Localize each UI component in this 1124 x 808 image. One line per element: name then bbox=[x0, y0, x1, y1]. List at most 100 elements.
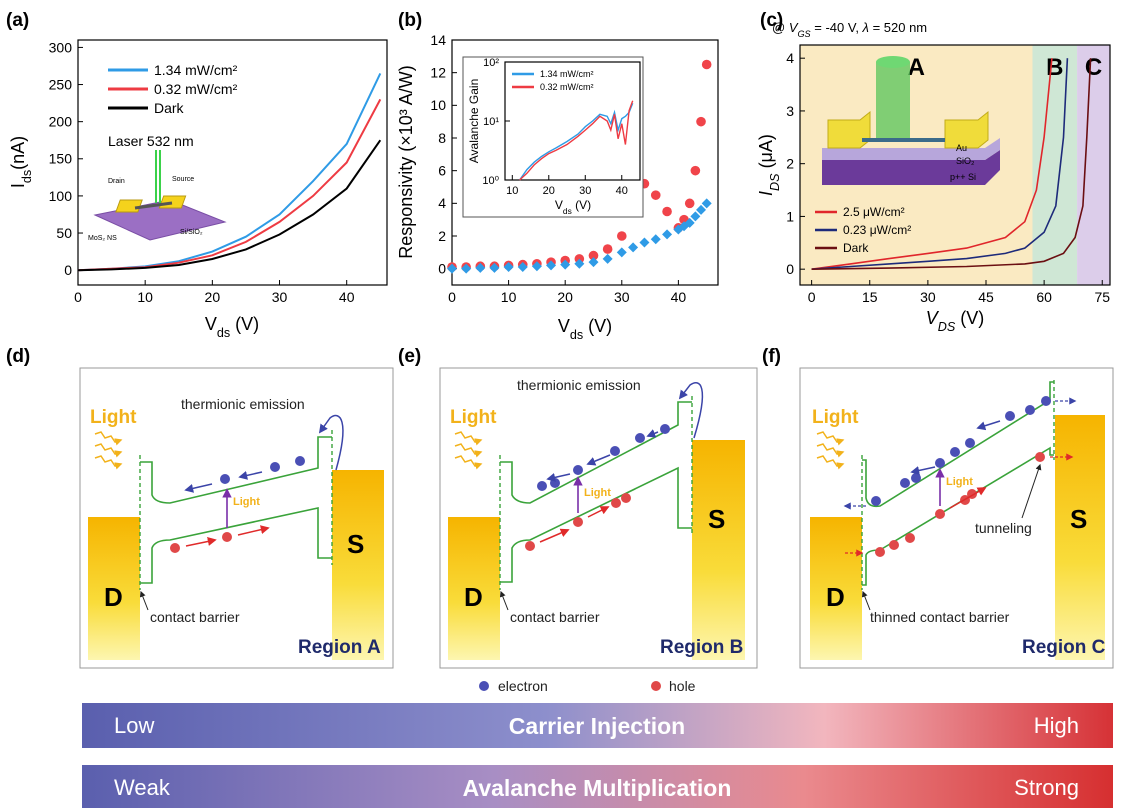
region-label: Region C bbox=[1022, 637, 1106, 658]
arrow bbox=[185, 537, 217, 547]
label-part: (V) bbox=[583, 316, 612, 336]
label-part: (V) bbox=[955, 308, 984, 328]
label-part: V bbox=[205, 314, 217, 334]
panel-label: (e) bbox=[398, 346, 421, 367]
y-axis-label: Avalanche Gain bbox=[467, 79, 481, 164]
arrow bbox=[949, 487, 987, 509]
drain-label: D bbox=[104, 582, 123, 612]
hole-symbol bbox=[651, 681, 661, 691]
panel-label: (a) bbox=[6, 10, 29, 31]
y-tick-label: 100 bbox=[49, 188, 73, 204]
y-tick-label: 10² bbox=[483, 57, 499, 69]
tunneling-label: tunneling bbox=[975, 520, 1032, 536]
y-tick-label: 250 bbox=[49, 76, 73, 92]
y-tick-label: 14 bbox=[430, 32, 446, 48]
series-line bbox=[77, 139, 382, 272]
label-part: GS bbox=[797, 29, 810, 39]
barrier-label: contact barrier bbox=[150, 609, 240, 625]
laser-beam bbox=[876, 56, 910, 68]
light-label: Light bbox=[450, 407, 497, 428]
region-label: A bbox=[908, 54, 925, 81]
x-axis-label: Vds (V) bbox=[555, 198, 591, 216]
arrow bbox=[499, 590, 509, 611]
scale-title: Carrier Injection bbox=[509, 713, 685, 739]
x-tick-label: 40 bbox=[616, 185, 628, 197]
label-part: V bbox=[789, 20, 799, 35]
panel-label: (c) bbox=[760, 10, 783, 31]
legend-label: 1.34 mW/cm² bbox=[154, 62, 238, 78]
device-label: Au bbox=[956, 143, 967, 153]
x-tick-label: 10 bbox=[506, 185, 518, 197]
device-label: Drain bbox=[108, 178, 125, 185]
channel bbox=[134, 201, 173, 210]
x-tick-label: 30 bbox=[272, 289, 288, 305]
x-tick-label: 20 bbox=[205, 289, 221, 305]
region-label: C bbox=[1085, 54, 1102, 81]
y-tick-label: 2 bbox=[786, 156, 794, 172]
valence-band bbox=[500, 466, 692, 583]
label-part: λ bbox=[862, 20, 869, 35]
panel-label: (b) bbox=[398, 10, 422, 31]
light-label: Light bbox=[812, 407, 859, 428]
plot-frame bbox=[77, 39, 388, 286]
device-label: MoS₂ NS bbox=[88, 235, 117, 242]
point bbox=[701, 59, 712, 70]
region-label: B bbox=[1046, 54, 1063, 81]
band-diagram: Light Light D S tunneling thinned contac… bbox=[799, 367, 1114, 669]
arrow bbox=[546, 473, 571, 482]
source-label: S bbox=[1070, 504, 1087, 534]
label-part: @ bbox=[772, 20, 789, 35]
label-part: (nA) bbox=[8, 136, 28, 170]
y-tick-label: 10¹ bbox=[483, 116, 499, 128]
y-tick-label: 0 bbox=[786, 261, 794, 277]
conduction-band bbox=[500, 401, 692, 504]
point bbox=[560, 259, 571, 270]
label-part: I bbox=[8, 183, 28, 188]
valence-band bbox=[140, 507, 332, 584]
x-tick-label: 0 bbox=[448, 289, 456, 305]
y-tick-label: 2 bbox=[438, 228, 446, 244]
x-tick-label: 30 bbox=[614, 289, 630, 305]
x-axis-label: Vds (V) bbox=[205, 314, 259, 340]
arrow bbox=[237, 525, 270, 536]
label-part: ds bbox=[563, 206, 572, 216]
region bbox=[1032, 45, 1078, 285]
y-tick-label: 10 bbox=[430, 97, 446, 113]
substrate bbox=[822, 150, 1000, 185]
arrow bbox=[139, 590, 149, 611]
arrow bbox=[586, 454, 611, 466]
legend-label: 0.32 mW/cm² bbox=[154, 81, 238, 97]
legend-label: 2.5 μW/cm² bbox=[843, 205, 905, 219]
device-label: SiO₂ bbox=[956, 156, 975, 166]
oxide bbox=[822, 138, 1000, 160]
x-tick-label: 10 bbox=[501, 289, 517, 305]
plot-frame bbox=[451, 39, 719, 286]
label-part: (μA) bbox=[756, 134, 776, 173]
y-axis-label: Ids(nA) bbox=[8, 136, 34, 188]
series-line bbox=[811, 58, 1053, 270]
x-tick-label: 75 bbox=[1094, 289, 1110, 305]
region bbox=[1077, 45, 1110, 285]
point bbox=[690, 211, 701, 222]
source-block bbox=[692, 440, 745, 660]
point bbox=[602, 253, 613, 264]
arrow bbox=[184, 483, 213, 493]
point bbox=[701, 198, 712, 209]
label-part: Avalanche Gain bbox=[467, 79, 481, 164]
barrier-label: thinned contact barrier bbox=[870, 609, 1010, 625]
device-label: Si/SiO₂ bbox=[180, 229, 203, 236]
point bbox=[628, 242, 639, 253]
y-axis-label: Responsivity (×10³ A/W) bbox=[396, 65, 416, 259]
arrow bbox=[587, 506, 610, 518]
inset-background bbox=[462, 56, 644, 218]
y-tick-label: 4 bbox=[786, 50, 794, 66]
x-tick-label: 0 bbox=[808, 289, 816, 305]
label-part: (V) bbox=[572, 198, 591, 212]
point bbox=[662, 206, 672, 217]
point bbox=[602, 244, 613, 254]
point bbox=[639, 237, 650, 248]
point bbox=[684, 217, 695, 228]
arrow bbox=[678, 382, 704, 439]
x-tick-label: 60 bbox=[1036, 289, 1052, 305]
